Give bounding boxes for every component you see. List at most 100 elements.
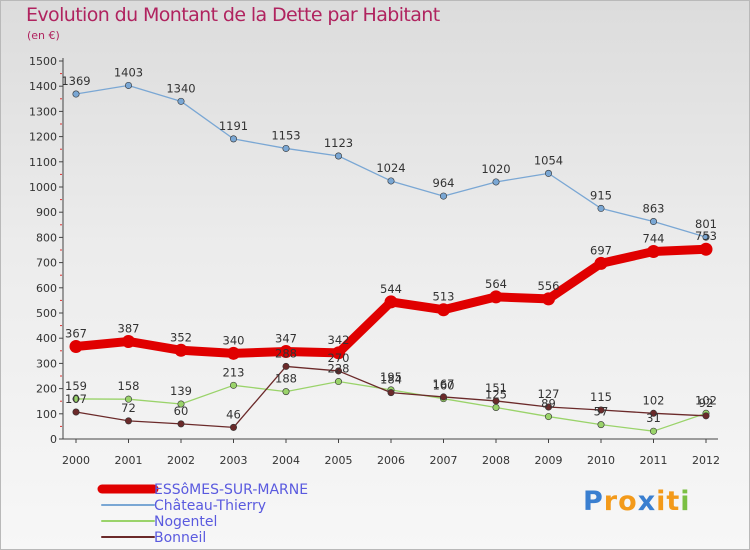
data-label: 753: [695, 229, 717, 243]
data-label: 270: [328, 351, 350, 365]
data-label: 1369: [61, 74, 90, 88]
x-tick-label: 2004: [272, 454, 300, 467]
data-label: 1403: [114, 65, 143, 79]
data-point: [177, 420, 185, 428]
data-label: 288: [275, 346, 297, 360]
data-label: 31: [646, 411, 661, 425]
x-tick-label: 2003: [220, 454, 248, 467]
data-label: 697: [590, 243, 612, 257]
data-label: 60: [174, 404, 189, 418]
logo-letter: P: [583, 486, 604, 517]
x-tick-label: 2000: [62, 454, 90, 467]
x-tick-label: 2002: [167, 454, 195, 467]
data-label: 160: [433, 379, 455, 393]
data-point: [384, 295, 398, 309]
data-point: [437, 303, 450, 317]
data-label: 57: [594, 405, 609, 419]
y-tick-label: 600: [36, 282, 57, 295]
data-label: 151: [485, 381, 507, 395]
data-point: [230, 423, 238, 431]
logo-letter: i: [656, 486, 667, 517]
data-point: [230, 381, 238, 389]
data-point: [439, 192, 447, 200]
legend-label: Château-Thierry: [154, 498, 266, 514]
data-label: 195: [380, 370, 402, 384]
y-tick-label: 700: [36, 257, 57, 270]
x-tick-label: 2012: [692, 454, 720, 467]
data-label: 964: [433, 176, 455, 190]
data-point: [387, 389, 395, 397]
data-label: 1123: [324, 136, 353, 150]
legend-label: ESSôMES-SUR-MARNE: [154, 482, 308, 498]
data-label: 159: [65, 379, 87, 393]
data-label: 367: [65, 327, 87, 341]
data-point: [177, 400, 185, 408]
data-label: 1153: [271, 128, 300, 142]
x-tick-label: 2006: [377, 454, 405, 467]
y-tick-label: 1000: [29, 181, 57, 194]
data-point: [125, 395, 133, 403]
y-tick-label: 800: [36, 231, 57, 244]
data-point: [597, 406, 605, 414]
data-label: 188: [275, 372, 297, 386]
data-point: [544, 169, 552, 177]
data-point: [649, 218, 657, 226]
data-point: [332, 346, 345, 360]
data-label: 167: [433, 377, 455, 391]
data-point: [125, 81, 133, 89]
y-tick-label: 900: [36, 206, 57, 219]
data-point: [122, 334, 135, 348]
data-label: 915: [590, 188, 612, 202]
data-point: [492, 178, 500, 186]
data-label: 102: [643, 393, 665, 407]
data-point: [72, 395, 80, 403]
logo-letter: i: [680, 486, 691, 517]
data-label: 801: [695, 217, 717, 231]
data-point: [702, 233, 710, 241]
data-point: [492, 403, 500, 411]
data-label: 92: [699, 396, 714, 410]
logo-letter: r: [603, 486, 619, 517]
data-point: [227, 346, 240, 360]
x-tick-label: 2008: [482, 454, 510, 467]
data-point: [279, 345, 293, 359]
data-point: [544, 403, 552, 411]
data-label: 347: [275, 332, 297, 346]
data-point: [489, 290, 503, 304]
y-tick-label: 400: [36, 332, 57, 345]
data-point: [72, 408, 80, 416]
x-tick-label: 2001: [115, 454, 143, 467]
y-tick-label: 1100: [29, 156, 57, 169]
data-point: [544, 413, 552, 421]
data-label: 1024: [376, 161, 405, 175]
y-tick-label: 1500: [29, 55, 57, 68]
data-label: 158: [118, 379, 140, 393]
x-tick-label: 2011: [640, 454, 668, 467]
data-label: 115: [590, 390, 612, 404]
data-label: 89: [541, 397, 556, 411]
data-point: [69, 340, 83, 354]
x-tick-label: 2005: [325, 454, 353, 467]
data-label: 744: [643, 232, 665, 246]
logo-letter: t: [666, 486, 681, 517]
data-point: [174, 343, 188, 357]
data-point: [594, 256, 608, 270]
x-tick-label: 2010: [587, 454, 615, 467]
data-label: 863: [643, 202, 665, 216]
data-point: [125, 417, 133, 425]
data-label: 127: [538, 387, 560, 401]
data-point: [597, 204, 605, 212]
proxiti-logo: Proxiti: [583, 486, 691, 517]
data-point: [492, 397, 500, 405]
data-label: 544: [380, 282, 402, 296]
data-label: 139: [170, 384, 192, 398]
data-point: [387, 177, 395, 185]
y-tick-label: 1400: [29, 80, 57, 93]
data-label: 387: [118, 321, 140, 335]
data-label: 228: [328, 362, 350, 376]
legend-label: Bonneil: [154, 530, 206, 546]
data-point: [334, 367, 342, 375]
data-label: 184: [380, 373, 402, 387]
